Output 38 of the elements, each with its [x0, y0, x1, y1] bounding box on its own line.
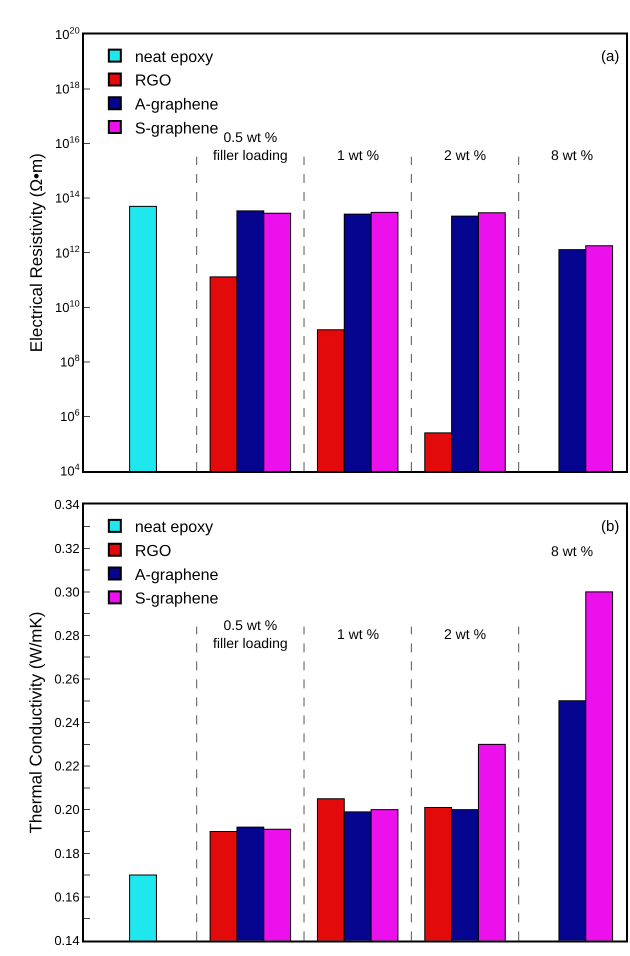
y-tick-label: 10$^{6}$ [60, 408, 80, 424]
y-tick-label: 0.30 [54, 584, 80, 600]
y-tick-label: 0.32 [54, 540, 80, 556]
y-tick-label: 0.16 [54, 889, 80, 904]
y-tick-label: 10$^{16}$ [55, 134, 80, 152]
y-tick-label: 10$^{10}$ [55, 298, 80, 315]
legend-label: A-graphene [134, 566, 219, 584]
annotation: 1 wt % [337, 626, 380, 642]
legend-label: neat epoxy [134, 519, 214, 536]
legend-label: RGO [134, 72, 172, 90]
legend-label: neat epoxy [134, 48, 214, 66]
annotation: 0.5 wt % filler loading [213, 617, 288, 652]
y-tick-label: 0.22 [54, 758, 80, 774]
y-tick-label: 10$^{12}$ [55, 244, 80, 260]
y-tick-label: 0.24 [54, 715, 80, 730]
annotation: (b) [601, 518, 620, 535]
y-tick-label: 0.18 [54, 846, 80, 861]
y-tick-label: 0.26 [54, 672, 80, 687]
y-tick-label: 0.14 [54, 932, 80, 948]
y-tick-label: 10$^{4}$ [60, 462, 80, 479]
annotation: 2 wt % [444, 147, 486, 163]
legend-label: A-graphene [134, 96, 219, 114]
y-tick-label: 10$^{18}$ [55, 80, 80, 97]
y-axis-title: Electrical Resistivity (Ω•m) [27, 153, 46, 352]
y-axis-title: Thermal Conductivity (W/mK) [26, 612, 46, 834]
y-tick-label: 0.28 [54, 628, 80, 643]
annotation: 2 wt % [444, 626, 486, 642]
legend-label: RGO [134, 542, 172, 560]
y-tick-label: 10$^{14}$ [55, 189, 80, 206]
legend-label: S-graphene [134, 590, 219, 608]
y-tick-label: 0.20 [54, 802, 80, 818]
annotation: 1 wt % [337, 147, 380, 163]
annotation: 8 wt % [551, 147, 594, 163]
y-tick-label: 10$^{8}$ [60, 352, 80, 370]
annotation: 8 wt % [551, 543, 594, 559]
y-tick-label: 10$^{20}$ [55, 25, 80, 42]
y-tick-label: 0.34 [54, 497, 80, 512]
annotation: (a) [601, 48, 620, 65]
